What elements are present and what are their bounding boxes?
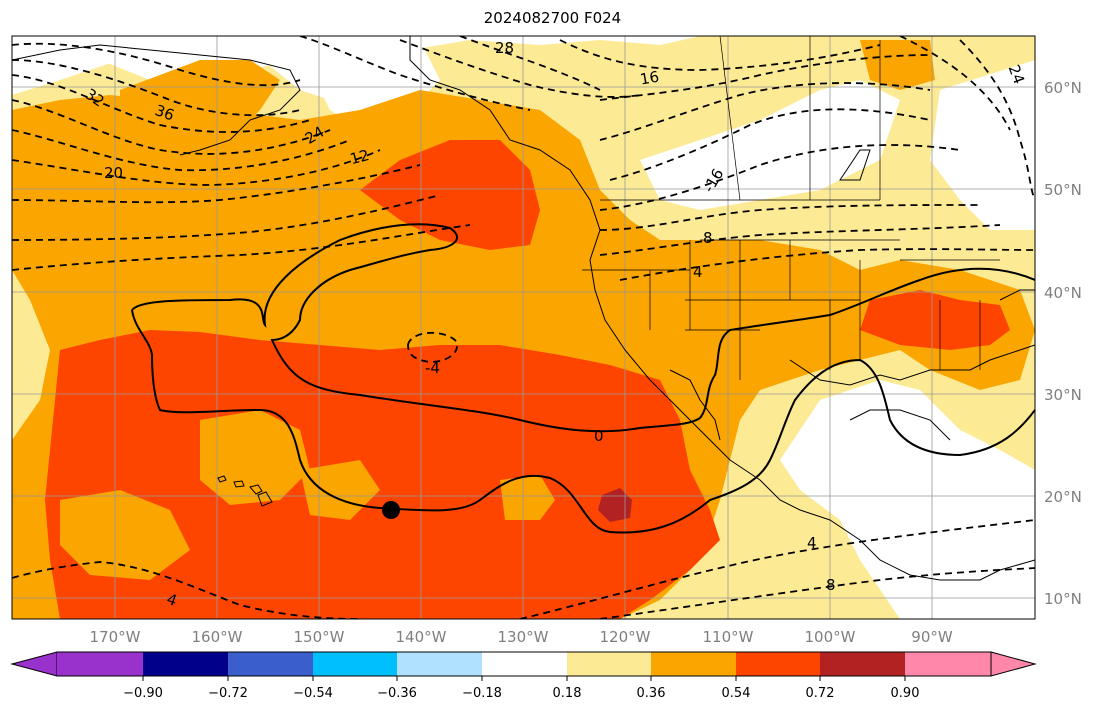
contour-label: 20 [104,164,123,182]
colorbar-outline [57,651,991,677]
lon-axis: 170°W 160°W 150°W 140°W 130°W 120°W 110°… [90,628,953,646]
marker-dot [382,501,400,519]
colorbar-tick-label: 0.54 [722,686,751,701]
contour-label: 36 [153,101,177,124]
hawaii-islands [217,475,273,507]
colorbar-tick-label: 0.72 [806,686,835,701]
colorbar-extend-low [10,651,58,677]
colorbar-segment [820,652,905,676]
fill-red-orange-east [860,290,1010,350]
colorbar: −0.90 −0.72 −0.54 −0.36 −0.18 0.18 0.36 … [10,651,1037,701]
contour-label: 4 [693,263,703,281]
colorbar-segment [228,652,313,676]
lon-tick: 130°W [498,628,549,646]
colorbar-segment [651,652,736,676]
colorbar-segment [397,652,482,676]
colorbar-tick-label: −0.18 [462,686,502,701]
fill-red-orange-north [360,140,540,250]
lat-tick: 60°N [1044,79,1082,97]
lon-tick: 110°W [703,628,754,646]
colorbar-segment [313,652,397,676]
dashed-contours [12,36,1035,619]
lon-tick: 140°W [396,628,447,646]
state-borders [582,36,1000,380]
fill-orange-ak [120,60,280,160]
lat-tick: 20°N [1044,488,1082,506]
fill-white-ne [930,60,1035,230]
colorbar-segment [482,652,567,676]
contour-label: 28 [495,39,514,57]
colorbar-segment [905,652,991,676]
lat-tick: 50°N [1044,181,1082,199]
fill-white-canada [640,80,900,210]
colorbar-tick-label: −0.54 [293,686,333,701]
colorbar-tick-marks [142,676,906,681]
fill-orange-island3 [500,475,555,520]
colorbar-segment [736,652,820,676]
map-area [12,36,1035,619]
solid-contours [131,223,1035,534]
fill-orange-ne [860,40,935,90]
colorbar-tick-label: 0.18 [553,686,582,701]
lat-tick: 10°N [1044,590,1082,608]
colorbar-segment [57,652,143,676]
contour-label: 24 [1005,62,1028,86]
lat-axis: 60°N 50°N 40°N 30°N 20°N 10°N [1044,79,1082,608]
lon-tick: 160°W [192,628,243,646]
contour-label: -4 [425,359,440,377]
plot-title: 2024082700 F024 [483,9,622,27]
lon-tick: 150°W [294,628,345,646]
fill-orange-island1 [200,410,310,505]
lon-tick: 170°W [90,628,141,646]
contour-label: 16 [639,68,661,89]
colorbar-segment [567,652,651,676]
lon-tick: 100°W [805,628,856,646]
lat-tick: 30°N [1044,386,1082,404]
contour-label: 0 [594,427,604,445]
colorbar-tick-label: −0.90 [123,686,163,701]
colorbar-tick-label: −0.72 [208,686,248,701]
lon-tick: 120°W [600,628,651,646]
fill-dark-red [598,488,632,522]
coastlines [12,36,1035,581]
colorbar-tick-label: −0.36 [377,686,417,701]
lat-tick: 40°N [1044,284,1082,302]
fill-red-orange [45,330,720,619]
colorbar-tick-label: 0.90 [891,686,920,701]
colorbar-tick-label: 0.36 [637,686,666,701]
map-frame [11,35,1036,620]
contour-label-group: 28 32 36 24 20 12 16 -16 8 4 0 -4 4 8 4 … [82,39,1028,610]
lon-tick: 90°W [911,628,953,646]
fill-orange-island2 [60,490,190,580]
contour-label: 12 [348,146,371,168]
contour-label: 8 [826,576,836,594]
colorbar-extend-high [990,651,1037,677]
contour-label: 4 [807,534,817,552]
colorbar-segment [143,652,228,676]
contour-label: 8 [703,229,713,247]
fill-white-gulf [780,380,1035,619]
